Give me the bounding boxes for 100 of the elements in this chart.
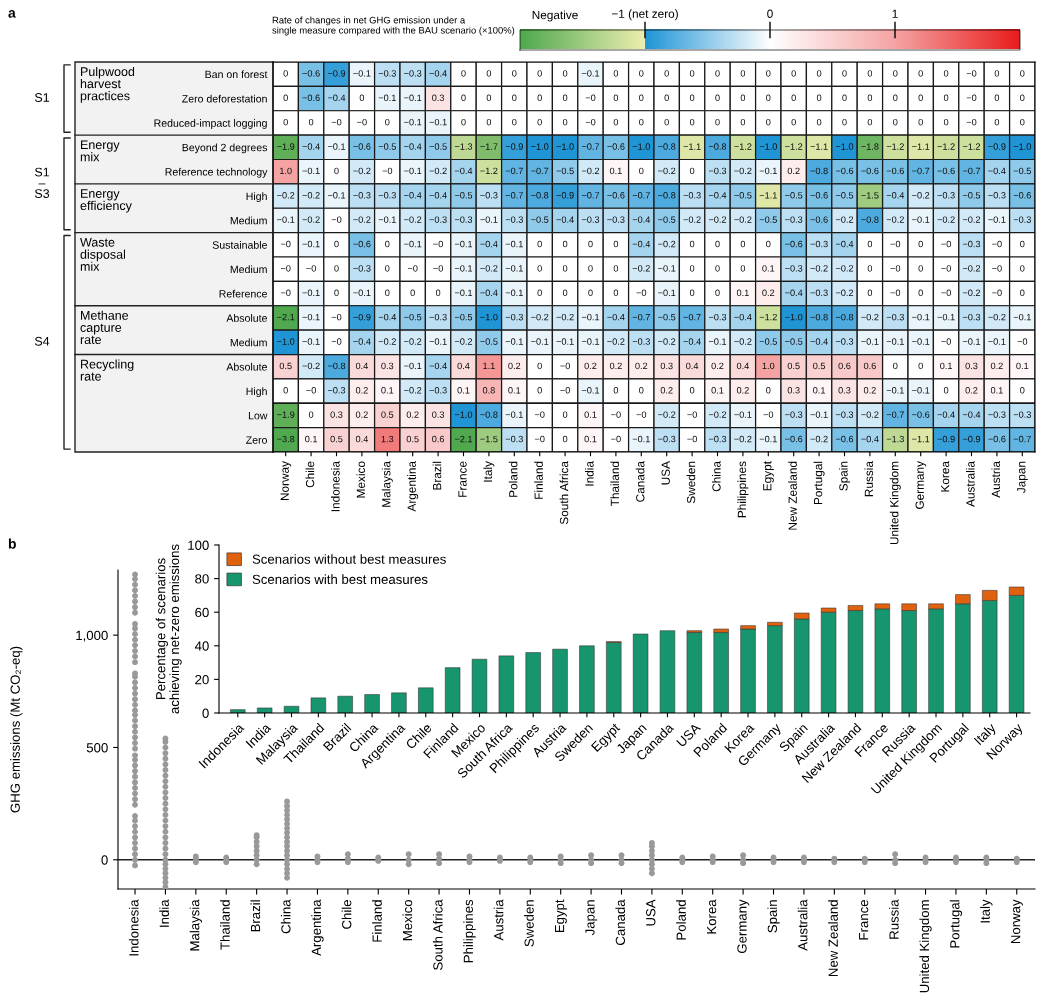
data-label: −0.1 [581, 313, 600, 321]
data-label: 0 [664, 118, 669, 126]
data-label: −0 [331, 118, 342, 126]
data-label: −0.4 [404, 143, 422, 150]
data-label: −0.3 [937, 192, 955, 199]
data-label: 0.4 [355, 362, 368, 370]
data-label: −0.1 [962, 338, 981, 345]
data-label: −0 [433, 265, 443, 272]
y-tick-label: 100 [188, 540, 209, 550]
y-axis-title: Percentage of scenarios achieving net-zero emissions [155, 544, 182, 714]
data-label: −0.6 [886, 167, 904, 175]
data-label: −0 [585, 118, 596, 126]
y-tick-label: 80 [195, 574, 209, 584]
data-label: −0.1 [327, 143, 346, 150]
data-label: −0.2 [556, 313, 574, 321]
data-label: 0 [893, 118, 898, 126]
data-label: 0 [385, 118, 390, 126]
data-label: −0.1 [302, 167, 320, 175]
data-label: −0.3 [404, 70, 422, 77]
data-label: −0.5 [404, 313, 422, 321]
data-label: −1.2 [937, 143, 955, 150]
data-label: −0.1 [429, 118, 447, 126]
data-label: 0 [537, 70, 542, 77]
x-tick-label: Austria [493, 899, 504, 941]
data-label: 0.1 [305, 435, 318, 443]
data-label: 0 [994, 94, 1000, 102]
data-label: 0.4 [355, 435, 368, 443]
data-label: −0.4 [353, 338, 371, 345]
data-label: 0.3 [432, 411, 445, 418]
data-label: 0 [537, 94, 542, 102]
data-label: −0.7 [632, 313, 650, 321]
data-label: −0.9 [962, 435, 981, 443]
data-label: 0.1 [762, 265, 775, 272]
data-label: −0 [890, 240, 901, 248]
data-label: −0 [433, 240, 443, 248]
data-label: −0.4 [454, 167, 473, 175]
data-label: −0.5 [658, 216, 676, 223]
text: a [8, 10, 16, 18]
x-tick-label: Finland [534, 461, 543, 499]
data-label: −0.4 [810, 338, 828, 345]
data-label: 0.2 [863, 387, 876, 394]
data-label: −0.1 [404, 362, 422, 370]
data-label: −0 [357, 118, 367, 126]
data-label: 0 [689, 289, 695, 297]
data-label: −0.4 [327, 94, 346, 102]
data-label: 0 [461, 94, 466, 102]
data-label: 0.2 [762, 289, 775, 297]
data-label: 0.6 [432, 435, 445, 443]
data-label: −0.4 [429, 362, 447, 370]
x-tick-label: Mexico [402, 899, 413, 941]
data-label: −0.3 [378, 192, 396, 199]
data-label: 0 [791, 70, 796, 77]
data-label: −0 [560, 387, 570, 394]
data-label: −0.2 [658, 167, 676, 175]
y-tick-label: Reduced-impact logging [154, 119, 267, 129]
data-label: 0.4 [736, 362, 749, 370]
x-tick-label: Chile [305, 461, 315, 488]
x-tick-label: Norway [280, 461, 292, 501]
data-label: −0.5 [835, 192, 854, 199]
data-label: −0.1 [378, 216, 396, 223]
data-label: −0.4 [632, 240, 651, 248]
data-label: −0.6 [302, 70, 320, 77]
data-label: −0.2 [378, 338, 396, 345]
data-label: −0.7 [683, 313, 701, 321]
y-tick-label: Low [248, 412, 268, 420]
data-label: −0.3 [581, 216, 600, 223]
data-label: −0.1 [632, 435, 650, 443]
legend-label: Scenarios without best measures [252, 554, 446, 564]
x-tick-label: New Zealand [788, 461, 797, 530]
data-label: 0.2 [736, 387, 749, 394]
data-label: 0 [562, 435, 568, 443]
data-label: 0.1 [609, 167, 622, 175]
x-tick-label: USA [661, 461, 670, 485]
data-label: −0.5 [759, 216, 777, 223]
data-label: −0.1 [454, 265, 473, 272]
data-label: −0.8 [810, 313, 828, 321]
data-label: 0 [512, 94, 517, 102]
data-label: 0 [486, 118, 492, 126]
data-label: −0 [941, 289, 951, 297]
data-label: −0.6 [835, 435, 854, 443]
data-label: −0.5 [734, 192, 752, 199]
data-label: −0.4 [886, 192, 905, 199]
data-label: −0.5 [378, 143, 396, 150]
data-label: −1.2 [785, 143, 803, 150]
data-label: −0 [611, 411, 621, 418]
data-label: −0.2 [607, 338, 625, 345]
data-label: −0 [966, 118, 977, 126]
data-label: −0.3 [327, 387, 346, 394]
data-label: −0.4 [302, 143, 320, 150]
x-tick-label: Chile [341, 900, 352, 929]
y-tick-label: Zero [246, 436, 267, 444]
data-label: 0.2 [787, 167, 800, 175]
data-label: −1.7 [480, 143, 498, 150]
data-label: 0 [435, 289, 441, 297]
data-label: 0 [639, 94, 644, 102]
x-tick-label: Argentina [311, 899, 324, 956]
text: S1 [34, 93, 50, 102]
data-label: 0.1 [940, 362, 953, 370]
data-label: 0 [461, 70, 466, 77]
x-tick-label: Sweden [686, 461, 696, 504]
